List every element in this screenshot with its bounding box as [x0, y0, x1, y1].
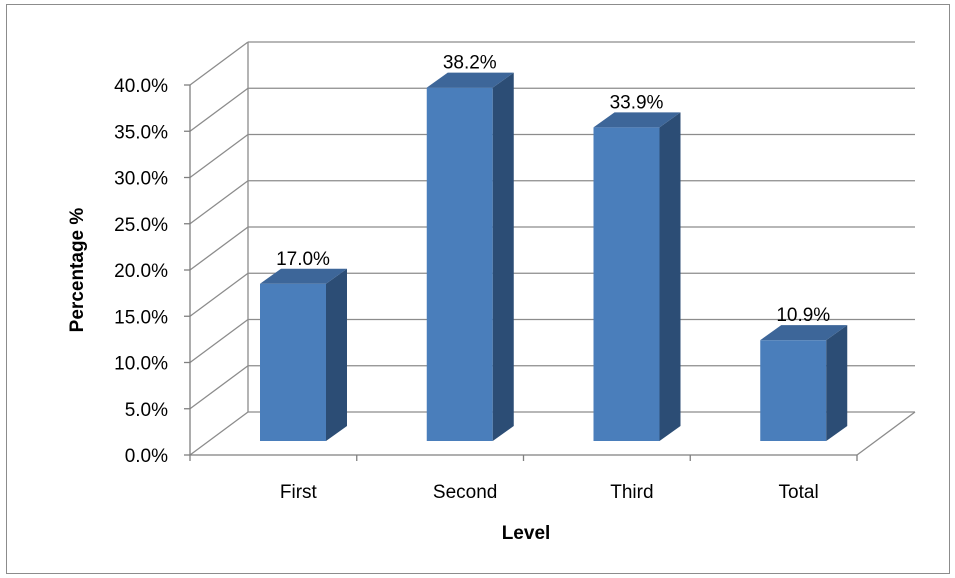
- side-gridline: [189, 365, 249, 410]
- side-gridline: [189, 272, 249, 317]
- data-labels: 17.0% 38.2% 33.9% 10.9%: [276, 53, 830, 327]
- x-tick-label: Total: [779, 482, 819, 503]
- y-tick-label: 0.0%: [125, 446, 168, 467]
- side-gridline: [189, 226, 249, 271]
- bar-top: [593, 112, 681, 128]
- bar-front: [593, 127, 660, 442]
- x-tick-label: Third: [610, 482, 653, 503]
- gridlines: [189, 41, 916, 456]
- bar-front: [426, 87, 493, 442]
- bar-first: [260, 268, 347, 441]
- bar-side: [326, 268, 347, 441]
- floor-left-edge: [189, 411, 249, 456]
- bar-top: [260, 268, 347, 284]
- y-tick-label: 10.0%: [114, 354, 168, 375]
- side-gridline: [189, 87, 249, 132]
- bar-third: [593, 112, 681, 442]
- bar-top: [426, 72, 514, 88]
- x-tick-label: First: [280, 482, 318, 503]
- bar-front: [260, 283, 326, 441]
- side-gridline: [189, 318, 249, 364]
- y-tick-label: 30.0%: [114, 169, 168, 190]
- data-label: 10.9%: [776, 305, 830, 326]
- data-label: 17.0%: [276, 249, 330, 270]
- y-tick-label: 20.0%: [114, 261, 168, 282]
- bar-top: [760, 325, 848, 341]
- bar-side: [492, 72, 514, 442]
- x-axis-ticks: First Second Third Total: [189, 455, 858, 503]
- side-gridline: [189, 133, 249, 179]
- bar-total: [760, 325, 848, 441]
- data-label: 33.9%: [610, 92, 664, 113]
- bar-front: [760, 340, 827, 441]
- y-tick-label: 5.0%: [125, 400, 168, 421]
- floor-right-edge: [856, 411, 916, 456]
- side-gridline: [189, 180, 249, 225]
- y-axis-ticks: 0.0% 5.0% 10.0% 15.0% 20.0% 25.0% 30.0% 35.0% 40…: [114, 76, 190, 467]
- bar-second: [426, 72, 514, 442]
- y-tick-label: 40.0%: [114, 76, 168, 97]
- bar-side: [659, 112, 681, 442]
- y-tick-label: 15.0%: [114, 307, 168, 328]
- data-label: 38.2%: [443, 53, 497, 74]
- side-gridline: [189, 41, 249, 86]
- y-tick-label: 25.0%: [114, 215, 168, 236]
- bars: [260, 72, 848, 442]
- y-axis-title: Percentage %: [67, 208, 88, 333]
- x-axis-title: Level: [502, 523, 551, 544]
- y-tick-label: 35.0%: [114, 122, 168, 143]
- bar-side: [826, 325, 848, 441]
- x-tick-label: Second: [433, 482, 497, 503]
